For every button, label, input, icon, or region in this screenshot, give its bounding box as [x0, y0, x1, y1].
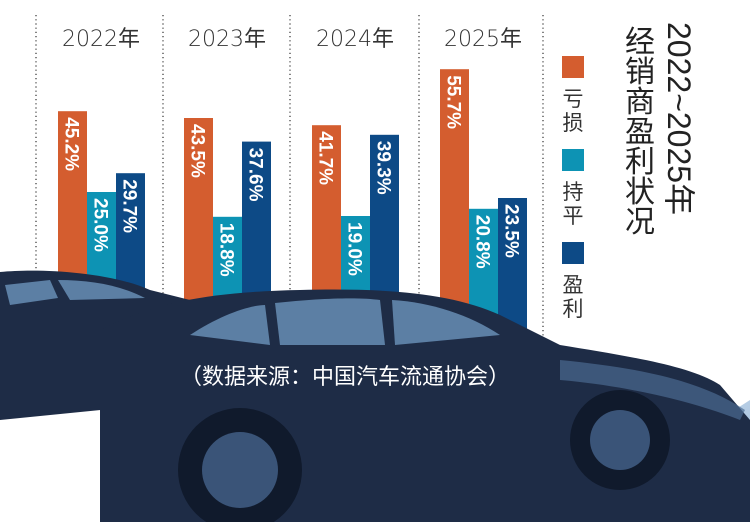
- legend-swatch: [562, 242, 584, 264]
- front-car-window: [392, 300, 500, 345]
- data-label: 41.7%: [315, 131, 336, 185]
- chart-title-part2: 状: [625, 176, 655, 209]
- data-label: 55.7%: [443, 75, 464, 129]
- legend-swatch: [562, 56, 584, 78]
- legend-swatch: [562, 149, 584, 171]
- wheel-rim: [202, 432, 278, 508]
- chart-title-part2: 销: [625, 56, 655, 89]
- data-label: 23.5%: [501, 204, 522, 258]
- legend-label: 盈: [563, 274, 584, 297]
- category-label: 2025年: [444, 27, 522, 52]
- chart-title-part2: 盈: [625, 116, 655, 149]
- data-label: 20.8%: [472, 215, 493, 269]
- data-label: 45.2%: [61, 117, 82, 171]
- data-label: 37.6%: [245, 148, 266, 202]
- front-car-window: [275, 298, 385, 345]
- chart-title-part2: 经: [625, 26, 655, 59]
- wheel-rim: [590, 410, 650, 470]
- category-label: 2022年: [62, 27, 140, 52]
- category-label: 2024年: [316, 27, 394, 52]
- data-label: 25.0%: [90, 198, 111, 252]
- category-label: 2023年: [188, 27, 266, 52]
- chart-title-part2: 况: [625, 206, 655, 239]
- legend-label: 损: [563, 112, 584, 135]
- chart-title-part1: 2022~2025年: [661, 22, 697, 215]
- data-label: 39.3%: [373, 141, 394, 195]
- back-car-window: [5, 280, 58, 305]
- data-label: 18.8%: [216, 223, 237, 277]
- legend-label: 亏: [563, 88, 584, 111]
- bar-盈利: [498, 198, 527, 332]
- legend-label: 利: [563, 298, 584, 321]
- chart-title-part2: 商: [625, 86, 655, 119]
- legend-label: 持: [563, 181, 584, 204]
- data-label: 29.7%: [119, 179, 140, 233]
- data-label: 43.5%: [187, 124, 208, 178]
- source-note: （数据来源：中国汽车流通协会）: [180, 364, 510, 389]
- front-car-hood: [560, 360, 745, 420]
- data-label: 19.0%: [344, 222, 365, 276]
- front-car-window: [190, 305, 270, 345]
- legend-label: 平: [563, 205, 584, 228]
- back-car-window: [58, 280, 145, 300]
- chart-title-part2: 利: [625, 146, 655, 179]
- bar-亏损: [184, 118, 213, 332]
- bar-亏损: [440, 69, 469, 332]
